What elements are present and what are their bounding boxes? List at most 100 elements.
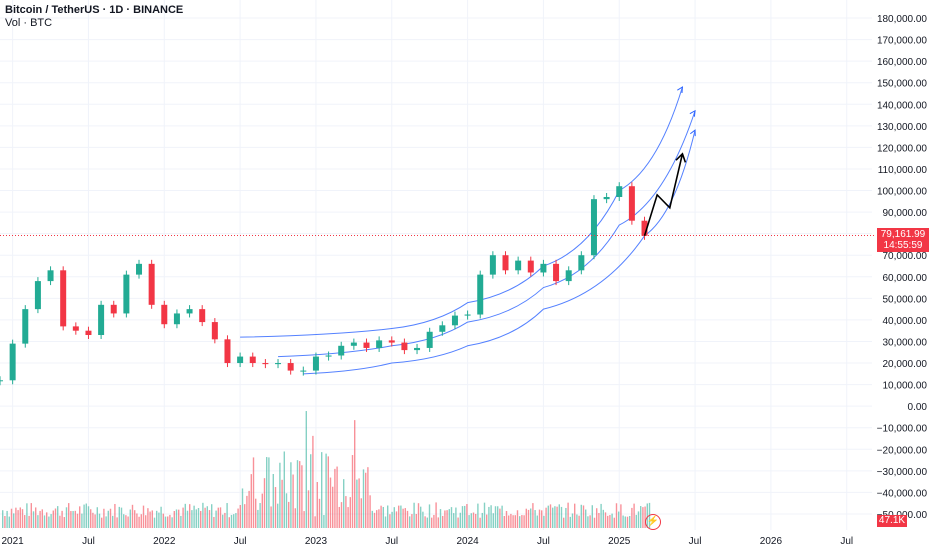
volume-bar — [59, 515, 61, 528]
volume-bar — [219, 507, 222, 528]
volume-bar — [131, 504, 134, 528]
volume-bar — [70, 511, 72, 528]
volume-bar — [79, 506, 81, 528]
volume-bar — [492, 513, 494, 528]
x-tick-label: Jul — [689, 536, 702, 547]
candle-body — [616, 186, 623, 197]
volume-bar — [4, 515, 6, 528]
x-tick-label: Jul — [234, 536, 247, 547]
flash-icon[interactable]: ⚡ — [645, 514, 661, 530]
volume-bar — [629, 515, 631, 528]
volume-bar — [224, 512, 226, 528]
volume-bar — [13, 513, 15, 528]
volume-bar — [360, 498, 362, 528]
volume-bar — [81, 513, 83, 528]
x-tick-label: 2022 — [153, 536, 176, 547]
volume-bar — [28, 515, 30, 528]
y-tick-label: 180,000.00 — [877, 14, 927, 25]
volume-bar — [158, 512, 160, 528]
volume-bar — [279, 462, 281, 528]
y-tick-label: 100,000.00 — [877, 187, 927, 198]
candle-body — [565, 270, 572, 282]
symbol-title[interactable]: Bitcoin / TetherUS · 1D · BINANCE — [5, 4, 184, 16]
candle-body — [148, 263, 155, 305]
channel-curve — [303, 130, 696, 375]
volume-bar — [508, 515, 510, 528]
volume-bar — [444, 510, 446, 528]
volume-bar — [389, 514, 391, 528]
volume-bar — [406, 510, 409, 528]
volume-bar — [149, 511, 151, 528]
volume-bar — [479, 517, 481, 528]
volume-bar — [114, 503, 116, 528]
volume-bar — [398, 505, 400, 528]
volume-bar — [371, 510, 373, 528]
volume-bar — [153, 517, 156, 528]
volume-bar — [382, 506, 384, 528]
volume-bar — [332, 486, 334, 528]
candle-body — [211, 322, 218, 340]
volume-bar — [255, 498, 257, 528]
volume-bar — [470, 513, 472, 528]
candle-body — [173, 313, 180, 325]
volume-bar — [109, 508, 112, 528]
candle-body — [161, 304, 168, 325]
volume-bar — [17, 510, 19, 528]
volume-bar — [501, 505, 503, 528]
volume-bar — [123, 514, 125, 528]
volume-bar — [76, 513, 79, 528]
volume-bar — [68, 503, 70, 528]
bar-countdown: 14:55:59 — [883, 240, 923, 252]
volume-bar — [204, 507, 206, 528]
volume-bar — [164, 516, 167, 528]
volume-bar — [90, 509, 92, 528]
candle-body — [363, 342, 370, 348]
volume-bar — [468, 515, 470, 528]
volume-bar — [316, 482, 318, 528]
candle-body — [22, 309, 29, 344]
volume-bar — [499, 508, 501, 528]
volume-bar — [472, 512, 475, 528]
volume-bar — [415, 513, 417, 528]
volume-bar — [373, 512, 376, 528]
volume-value-tag: 47.1K — [877, 515, 907, 527]
volume-bar — [569, 516, 571, 528]
volume-bar — [57, 506, 59, 528]
volume-bar — [615, 503, 618, 528]
volume-bar — [433, 514, 435, 528]
volume-bar — [160, 506, 162, 528]
volume-bar — [288, 501, 290, 528]
volume-bar — [136, 513, 138, 528]
volume-bar — [32, 511, 35, 528]
volume-bar — [140, 514, 142, 528]
volume-bar — [2, 510, 4, 528]
volume-bar — [609, 515, 611, 528]
volume-bar — [477, 503, 479, 528]
y-tick-label: −40,000.00 — [877, 488, 928, 499]
volume-bar — [244, 504, 246, 528]
volume-bar — [268, 457, 270, 528]
volume-bar — [206, 506, 208, 528]
volume-bar — [184, 503, 186, 528]
volume-bar — [112, 515, 114, 528]
volume-bar — [296, 460, 299, 528]
volume-bar — [378, 509, 380, 528]
current-price-value: 79,161.99 — [880, 229, 926, 241]
x-tick-label: 2021 — [2, 536, 25, 547]
candle-body — [123, 274, 130, 314]
volume-bar — [303, 511, 305, 528]
candle-body — [136, 263, 143, 275]
volume-bar — [560, 506, 563, 528]
volume-bar — [428, 504, 431, 528]
volume-bar — [314, 516, 316, 528]
candle-body — [603, 196, 610, 200]
volume-bar — [413, 502, 415, 528]
volume-indicator-label[interactable]: Vol · BTC — [5, 17, 53, 29]
volume-bar — [417, 503, 420, 528]
volume-bar — [116, 517, 118, 528]
candle-body — [300, 370, 307, 372]
volume-bar — [391, 511, 393, 528]
y-tick-label: 90,000.00 — [883, 208, 928, 219]
